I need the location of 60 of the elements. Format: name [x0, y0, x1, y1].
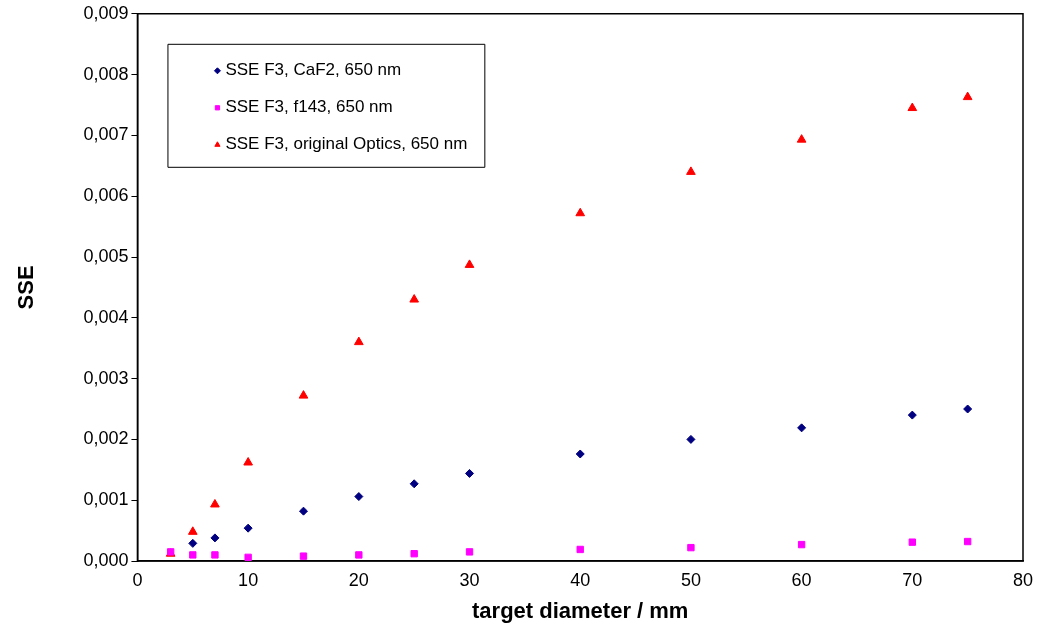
point: [465, 468, 475, 478]
point: [189, 551, 197, 559]
point: [299, 552, 308, 560]
x-tick-label: 10: [238, 569, 259, 590]
legend-label: SSE F3, f143, 650 nm: [225, 97, 393, 117]
point: [963, 537, 972, 546]
x-tick-label: 0: [132, 569, 143, 590]
x-axis-title: target diameter / mm: [472, 597, 689, 623]
point: [187, 526, 198, 535]
point: [243, 523, 253, 533]
point: [465, 548, 474, 556]
y-tick-label: 0,009: [83, 2, 129, 23]
point: [908, 538, 916, 546]
y-tick-label: 0,000: [83, 549, 129, 570]
point: [962, 91, 973, 101]
y-tick-label: 0,007: [83, 124, 129, 145]
point: [298, 506, 308, 516]
legend-label: SSE F3, original Optics, 650 nm: [225, 134, 468, 154]
point: [576, 545, 584, 554]
x-tick-label: 20: [348, 569, 369, 590]
point: [409, 479, 419, 489]
legend-label: SSE F3, CaF2, 650 nm: [225, 60, 402, 80]
point: [243, 457, 253, 466]
point: [210, 533, 220, 543]
y-axis-title: SSE: [13, 265, 39, 310]
x-tick-label: 30: [459, 569, 480, 590]
point: [354, 492, 364, 502]
y-tick-label: 0,005: [83, 245, 129, 266]
y-tick-label: 0,006: [83, 185, 129, 206]
point: [355, 551, 363, 559]
x-tick-label: 60: [791, 569, 812, 590]
y-tick-label: 0,001: [83, 489, 129, 510]
x-tick-label: 40: [570, 569, 591, 590]
point: [410, 550, 418, 558]
point: [409, 294, 420, 303]
y-tick-label: 0,008: [83, 63, 129, 84]
point: [211, 551, 219, 559]
point: [575, 207, 586, 217]
x-tick-label: 80: [1012, 569, 1034, 590]
x-tick-label: 70: [902, 569, 923, 590]
point: [575, 449, 585, 459]
y-tick-label: 0,003: [83, 367, 129, 388]
point: [354, 336, 364, 346]
point: [464, 259, 475, 268]
point: [687, 543, 695, 552]
point: [210, 498, 220, 508]
point: [963, 404, 973, 414]
point: [796, 134, 807, 143]
point: [907, 102, 918, 112]
point: [797, 540, 806, 549]
x-tick-label: 50: [680, 569, 701, 590]
point: [244, 553, 252, 561]
y-tick-label: 0,004: [83, 306, 129, 327]
point: [686, 434, 696, 444]
point: [298, 390, 309, 399]
point: [686, 166, 696, 175]
point: [188, 538, 198, 548]
y-tick-label: 0,002: [83, 428, 129, 449]
point: [907, 410, 917, 420]
point: [797, 423, 807, 433]
